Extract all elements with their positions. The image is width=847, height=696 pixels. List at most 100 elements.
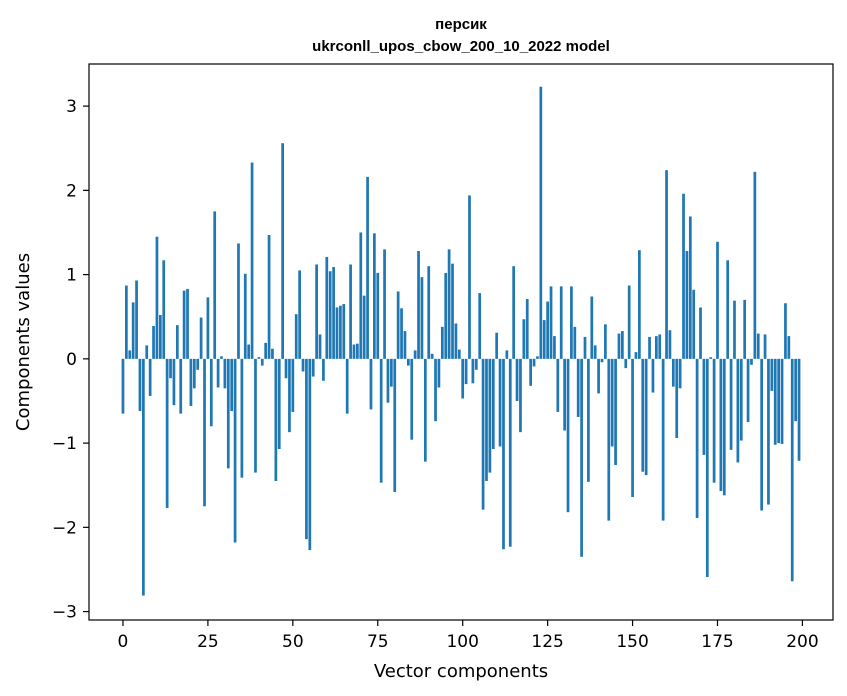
bar-52 — [298, 270, 301, 359]
bar-105 — [478, 293, 482, 359]
bar-141 — [600, 358, 604, 363]
bar-140 — [597, 358, 600, 394]
bar-179 — [729, 358, 733, 450]
bar-182 — [739, 358, 743, 441]
y-tick-label: −1 — [52, 434, 77, 454]
bar-65 — [342, 304, 346, 359]
bar-134 — [576, 358, 580, 417]
x-tick-label: 75 — [367, 632, 389, 652]
bar-61 — [328, 271, 332, 359]
bar-94 — [440, 326, 444, 359]
bar-12 — [162, 260, 166, 359]
y-tick-label: −2 — [52, 518, 77, 538]
bar-56 — [311, 358, 315, 377]
bar-162 — [671, 358, 675, 387]
bar-8 — [148, 358, 152, 396]
bar-126 — [549, 286, 553, 359]
bar-177 — [722, 358, 726, 496]
bar-26 — [209, 358, 213, 427]
bar-11 — [158, 315, 162, 359]
y-axis-ticks: −3 −2 −1 0 1 2 3 — [52, 97, 89, 623]
bar-72 — [366, 176, 369, 359]
bar-89 — [423, 358, 427, 462]
bar-31 — [226, 358, 230, 469]
bar-22 — [196, 358, 200, 370]
bar-138 — [590, 296, 594, 359]
bar-117 — [519, 358, 522, 433]
y-tick-label: 0 — [66, 350, 77, 370]
bar-79 — [390, 358, 393, 387]
bar-81 — [396, 291, 400, 359]
bar-142 — [604, 324, 607, 359]
y-tick-label: −3 — [52, 603, 77, 623]
bar-84 — [406, 358, 410, 366]
bar-185 — [750, 358, 753, 365]
bar-97 — [451, 263, 454, 359]
bar-68 — [352, 344, 356, 359]
bar-54 — [305, 358, 308, 540]
bar-111 — [498, 358, 502, 447]
bar-1 — [125, 285, 128, 359]
bar-38 — [250, 162, 254, 359]
bar-0 — [121, 358, 125, 414]
bar-51 — [294, 314, 298, 359]
bar-32 — [230, 358, 234, 412]
bar-4 — [135, 280, 138, 359]
bar-128 — [556, 358, 560, 412]
bar-170 — [699, 307, 702, 359]
bar-148 — [624, 358, 628, 369]
bar-145 — [614, 358, 617, 465]
bar-146 — [617, 333, 621, 359]
bar-20 — [189, 358, 193, 407]
bar-157 — [654, 336, 658, 359]
bar-137 — [587, 358, 590, 482]
bar-186 — [753, 171, 757, 359]
bar-85 — [410, 358, 414, 440]
bar-180 — [733, 300, 736, 359]
bar-5 — [138, 358, 142, 412]
bar-153 — [641, 358, 645, 472]
bar-116 — [515, 358, 519, 401]
bar-178 — [726, 260, 730, 359]
bar-199 — [797, 358, 801, 461]
bar-163 — [675, 358, 679, 439]
bar-156 — [651, 358, 655, 393]
bar-165 — [682, 193, 685, 359]
bar-57 — [315, 264, 318, 359]
bar-2 — [128, 350, 132, 359]
bar-127 — [553, 336, 556, 359]
bar-34 — [237, 243, 240, 359]
bar-58 — [318, 334, 322, 359]
bar-122 — [536, 356, 539, 359]
bar-135 — [580, 358, 583, 557]
bar-130 — [563, 358, 566, 431]
bar-36 — [243, 273, 247, 359]
bar-82 — [400, 308, 403, 359]
bar-59 — [322, 358, 325, 381]
bar-39 — [254, 358, 257, 473]
bar-98 — [454, 323, 458, 359]
bar-75 — [376, 272, 380, 359]
bar-132 — [570, 286, 573, 359]
bar-118 — [522, 319, 526, 359]
bar-119 — [525, 299, 529, 359]
bar-17 — [179, 358, 183, 414]
bar-14 — [169, 358, 172, 379]
bar-181 — [736, 358, 740, 463]
bar-21 — [192, 358, 196, 389]
bar-41 — [260, 358, 264, 366]
bar-139 — [593, 345, 597, 359]
bar-121 — [532, 358, 536, 367]
bar-172 — [705, 358, 709, 578]
x-tick-label: 175 — [701, 632, 733, 652]
bar-114 — [508, 358, 512, 547]
bar-6 — [142, 358, 145, 596]
bar-175 — [716, 241, 719, 359]
bar-184 — [746, 358, 750, 423]
bar-66 — [345, 358, 349, 414]
bar-64 — [339, 305, 342, 359]
bar-193 — [777, 358, 780, 444]
bar-103 — [471, 358, 475, 384]
x-tick-label: 50 — [282, 632, 304, 652]
